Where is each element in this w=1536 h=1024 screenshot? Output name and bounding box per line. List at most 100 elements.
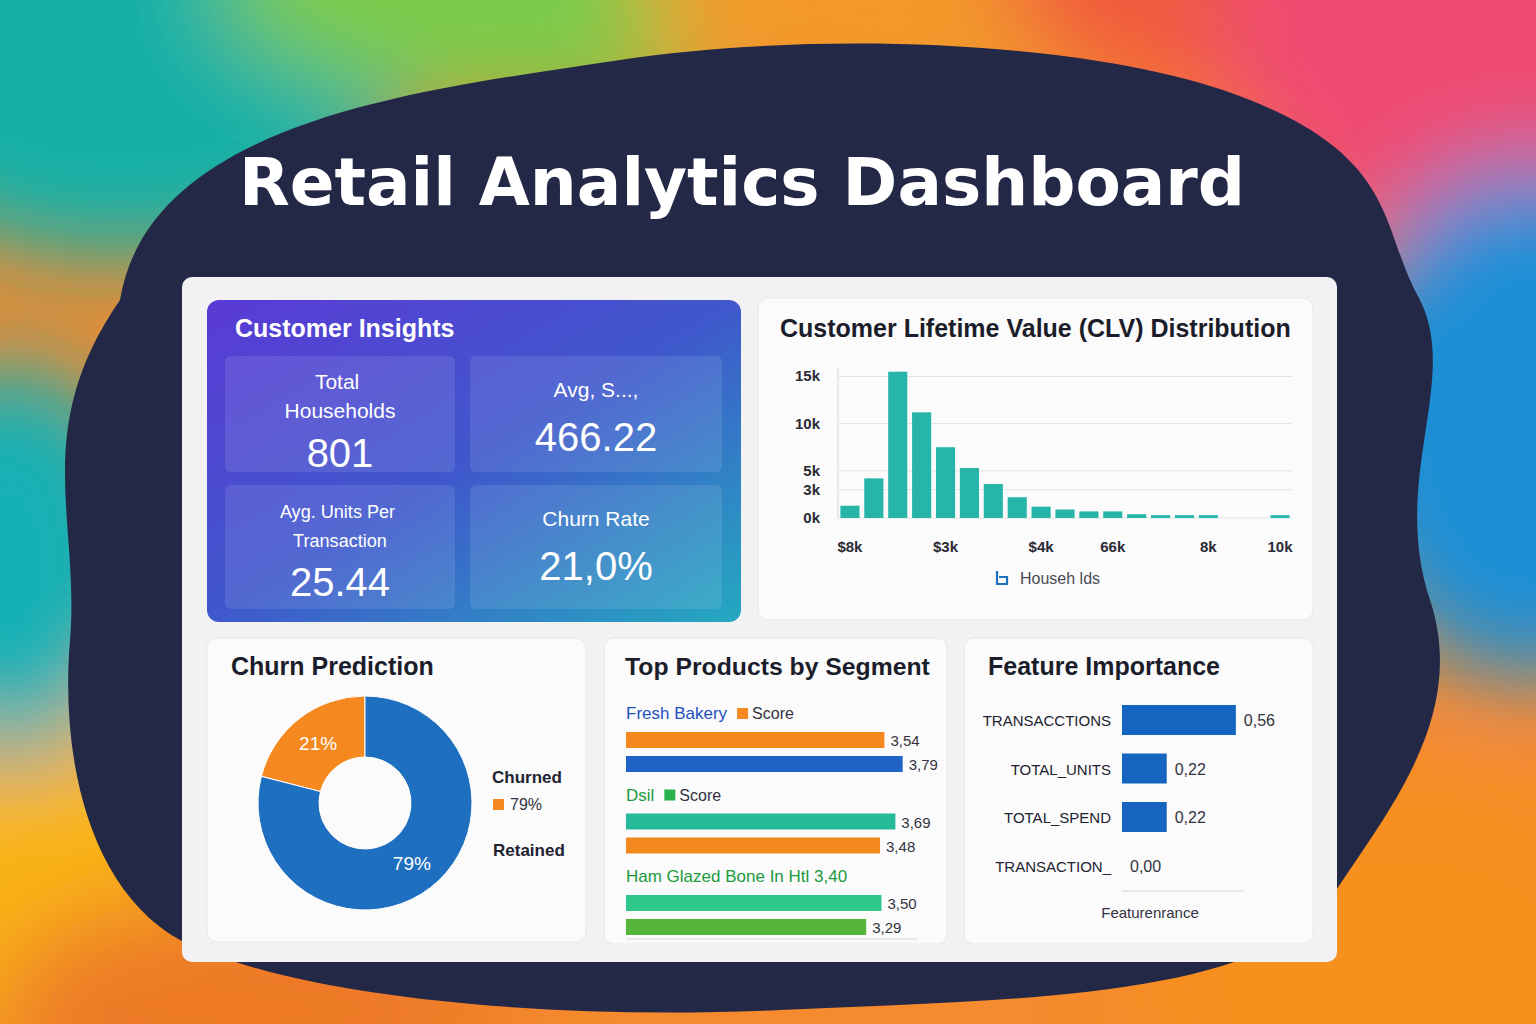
card-title: Customer Lifetime Value (CLV) Distributi… bbox=[780, 314, 1291, 342]
legend-label: Retained bbox=[493, 841, 565, 860]
bar bbox=[1008, 497, 1027, 518]
x-tick-label: $4k bbox=[1029, 538, 1055, 555]
kpi-value: 25.44 bbox=[290, 560, 390, 604]
legend-swatch bbox=[737, 708, 748, 719]
kpi-tile bbox=[470, 356, 722, 472]
bar bbox=[1270, 515, 1289, 518]
y-axis-line bbox=[838, 367, 839, 518]
legend-label: Househ lds bbox=[1020, 570, 1100, 587]
bar bbox=[626, 732, 884, 748]
card bbox=[207, 638, 586, 942]
bar bbox=[626, 838, 880, 854]
slice-label: 79% bbox=[393, 853, 431, 874]
kpi-label-line: Households bbox=[285, 399, 396, 422]
bar bbox=[1122, 754, 1167, 784]
card-title: Churn Prediction bbox=[231, 652, 434, 680]
labels: TRANSACCTIONS0,56TOTAL_UNITS0,22TOTAL_SP… bbox=[983, 712, 1275, 875]
legend-label: Churned bbox=[492, 768, 562, 787]
card-title: Top Products by Segment bbox=[625, 653, 930, 680]
card bbox=[758, 298, 1313, 620]
y-tick-label: 0k bbox=[803, 509, 820, 526]
kpi-title: Customer Insights bbox=[235, 314, 454, 342]
kpi-tile bbox=[225, 485, 455, 609]
kpi-label: Churn Rate bbox=[542, 507, 649, 530]
x-tick-label: $3k bbox=[933, 538, 959, 555]
card bbox=[604, 638, 947, 944]
slice bbox=[261, 696, 365, 792]
kpi-label-line: Ayg. Units Per bbox=[280, 502, 400, 522]
bars bbox=[840, 372, 1289, 518]
bar bbox=[1122, 851, 1123, 881]
bar bbox=[1122, 802, 1167, 832]
annotation: 79% bbox=[510, 796, 542, 813]
data-label: 3,50 bbox=[888, 895, 917, 912]
x-axis-line bbox=[626, 939, 918, 940]
legend-label: Score bbox=[679, 787, 721, 804]
kpi-value: 801 bbox=[307, 431, 374, 475]
kpi-value: 466.22 bbox=[535, 415, 657, 459]
slice bbox=[258, 696, 472, 910]
x-tick-label: 8k bbox=[1200, 538, 1217, 555]
data-label: 0,22 bbox=[1175, 761, 1206, 778]
bar bbox=[960, 468, 979, 518]
kpi-tile bbox=[470, 485, 722, 609]
legend-label: Score bbox=[752, 705, 794, 722]
bar bbox=[626, 814, 895, 830]
dashboard: Retail Analytics Dashboard Customer Insig… bbox=[0, 0, 1536, 1024]
card bbox=[964, 638, 1313, 944]
kpi-label-line: Total bbox=[315, 370, 365, 393]
kpi-value: 21,0% bbox=[539, 544, 652, 588]
bars bbox=[626, 732, 903, 935]
axes: 0k3k5k10k15k bbox=[795, 367, 1292, 526]
y-tick-label: 15k bbox=[795, 367, 821, 384]
bar bbox=[1175, 515, 1194, 518]
bar bbox=[626, 756, 903, 772]
x-tick-label: 10k bbox=[1268, 538, 1294, 555]
data-label: 3,69 bbox=[901, 814, 930, 831]
legend-icon bbox=[997, 571, 1007, 584]
data-label: 0,00 bbox=[1130, 858, 1161, 875]
data-label: 0,22 bbox=[1175, 809, 1206, 826]
y-tick-label: TRANSACTION_ bbox=[995, 858, 1112, 875]
bar bbox=[1151, 515, 1170, 518]
data-label: 3,54 bbox=[890, 732, 919, 749]
bar bbox=[1122, 705, 1236, 735]
legend: Househ lds bbox=[997, 570, 1100, 587]
kpi-label-line: Transaction bbox=[293, 531, 387, 551]
bar bbox=[840, 506, 859, 518]
bar bbox=[936, 447, 955, 518]
kpi-label: Avg, S..., bbox=[554, 378, 639, 401]
bar bbox=[1103, 511, 1122, 518]
bar bbox=[1055, 510, 1074, 518]
slice-label: 21% bbox=[299, 733, 337, 754]
y-tick-label: TOTAL_SPEND bbox=[1004, 809, 1111, 826]
x-axis-label: Featurenrance bbox=[1101, 904, 1199, 921]
kpi-panel bbox=[207, 300, 741, 622]
bar bbox=[1032, 507, 1051, 518]
bar bbox=[1079, 511, 1098, 518]
labels: Fresh BakeryScore3,543,79DsilScore3,693,… bbox=[626, 704, 938, 936]
data-label: 3,48 bbox=[886, 838, 915, 855]
kpi-label: Ayg. Units Per Transaction bbox=[280, 502, 400, 551]
data-label: 0,56 bbox=[1244, 712, 1275, 729]
panel bbox=[182, 277, 1337, 962]
y-tick-label: 10k bbox=[795, 415, 821, 432]
bar bbox=[1127, 514, 1146, 518]
slices bbox=[258, 696, 472, 910]
bar bbox=[626, 895, 882, 911]
bar bbox=[1247, 518, 1266, 519]
group-label: Fresh Bakery bbox=[626, 704, 728, 723]
card-title: Feature Importance bbox=[988, 652, 1220, 680]
bars bbox=[1122, 705, 1236, 832]
y-tick-label: 5k bbox=[803, 462, 820, 479]
legend: Churned 79% Retained bbox=[492, 768, 565, 860]
bar bbox=[626, 919, 866, 935]
x-tick-label: 66k bbox=[1100, 538, 1126, 555]
bar bbox=[912, 412, 931, 518]
data-label: 3,29 bbox=[872, 919, 901, 936]
background-blobs bbox=[0, 0, 1536, 1024]
data-label: 3,79 bbox=[909, 756, 938, 773]
page-title: Retail Analytics Dashboard bbox=[239, 144, 1245, 221]
group-label: Ham Glazed Bone In Htl 3,40 bbox=[626, 867, 847, 886]
bar bbox=[888, 372, 907, 518]
